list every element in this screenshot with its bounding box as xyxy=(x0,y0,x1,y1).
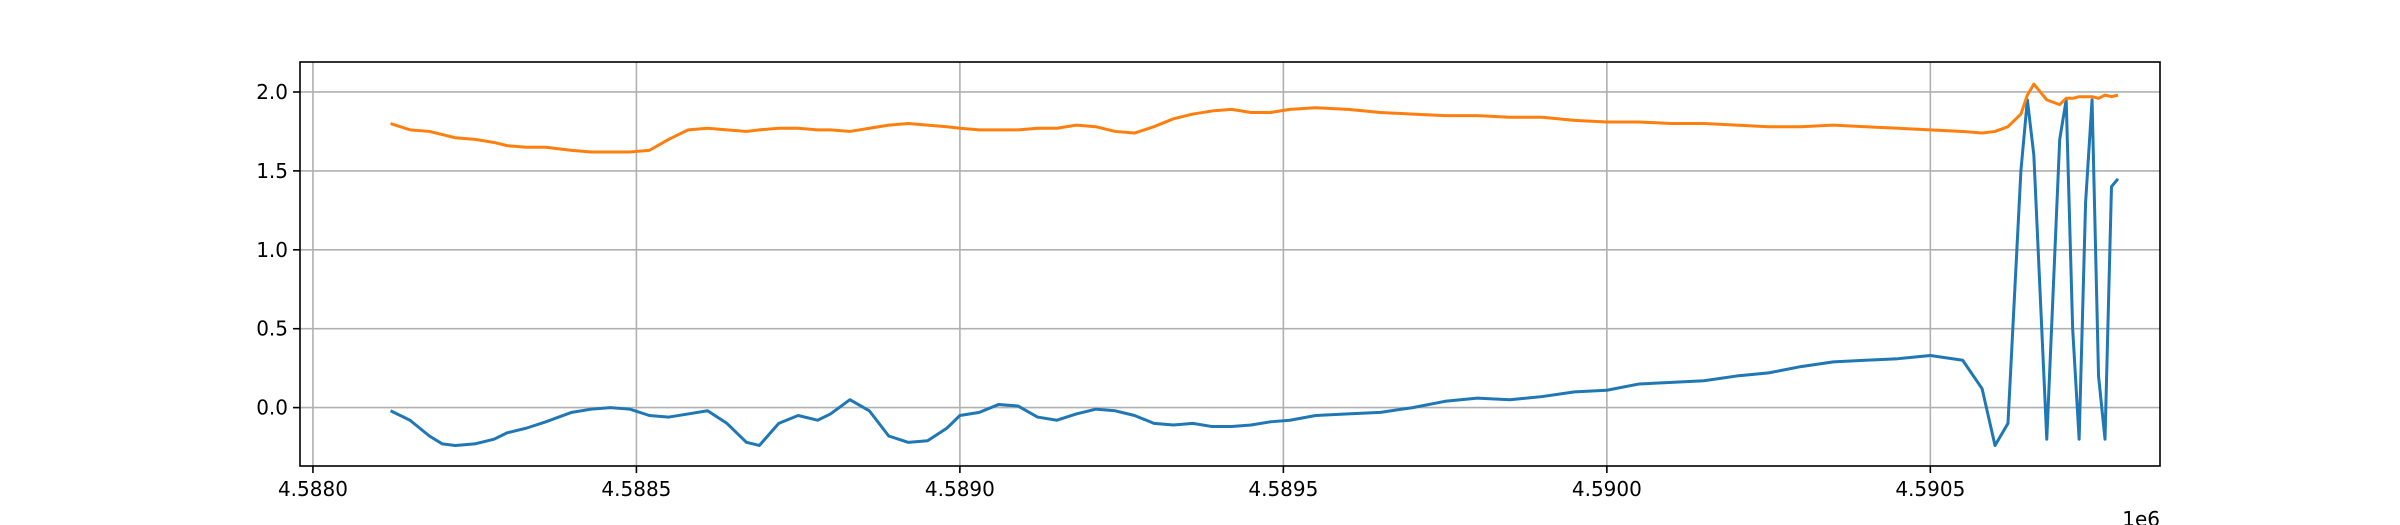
x-tick-label: 4.5880 xyxy=(278,477,348,501)
axes-frame xyxy=(299,61,2161,467)
y-tick-label: 1.0 xyxy=(256,238,288,262)
y-tick-label: 2.0 xyxy=(256,80,288,104)
x-tick-label: 4.5885 xyxy=(601,477,671,501)
series-layer xyxy=(389,82,2120,447)
y-tick-label: 0.0 xyxy=(256,396,288,420)
tick-layer: 4.5880 4.5885 4.5890 4.5895 4.5900 4.5905 0.0 0… xyxy=(256,80,1965,501)
x-tick-label: 4.5900 xyxy=(1572,477,1642,501)
x-axis-offset-label: 1e6 xyxy=(2122,507,2160,525)
y-tick-label: 1.5 xyxy=(256,159,288,183)
x-tick-label: 4.5895 xyxy=(1248,477,1318,501)
x-tick-label: 4.5890 xyxy=(925,477,995,501)
y-tick-label: 0.5 xyxy=(256,317,288,341)
x-tick-label: 4.5905 xyxy=(1895,477,1965,501)
series-line-1 xyxy=(389,98,2120,447)
series-line-2 xyxy=(390,82,2119,154)
